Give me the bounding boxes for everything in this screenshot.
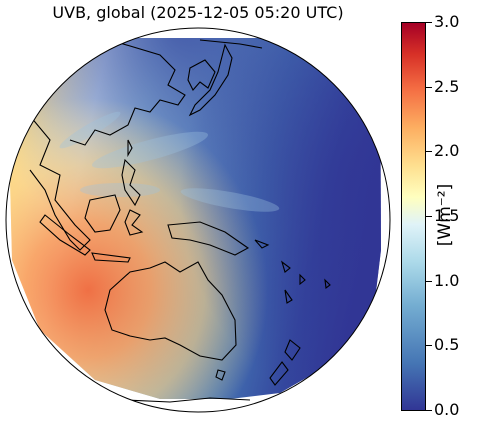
colorbar-tick-label: 2.5 (434, 76, 460, 96)
colorbar-tick (426, 216, 432, 217)
colorbar-tick (426, 22, 432, 23)
colorbar-tick (426, 151, 432, 153)
colorbar-tick-label: 3.0 (434, 12, 460, 31)
coastlines (24, 39, 331, 403)
colorbar-tick-label: 0.0 (434, 400, 460, 419)
colorbar-tick (426, 410, 432, 411)
map-title: UVB, global (2025-12-05 05:20 UTC) (52, 3, 344, 22)
uvb-data-field (10, 38, 381, 399)
colorbar-tick (426, 86, 432, 88)
colorbar-tick-label: 1.5 (434, 206, 460, 225)
globe-map (5, 27, 391, 413)
colorbar (401, 22, 426, 411)
colorbar-tick-label: 0.5 (434, 335, 460, 355)
globe-outline (5, 27, 391, 413)
colorbar-tick-label: 2.0 (434, 141, 460, 161)
colorbar-tick (426, 280, 432, 282)
colorbar-label: [Wm⁻²] (435, 183, 455, 247)
colorbar-tick (426, 345, 432, 347)
colorbar-tick-label: 1.0 (434, 270, 460, 290)
